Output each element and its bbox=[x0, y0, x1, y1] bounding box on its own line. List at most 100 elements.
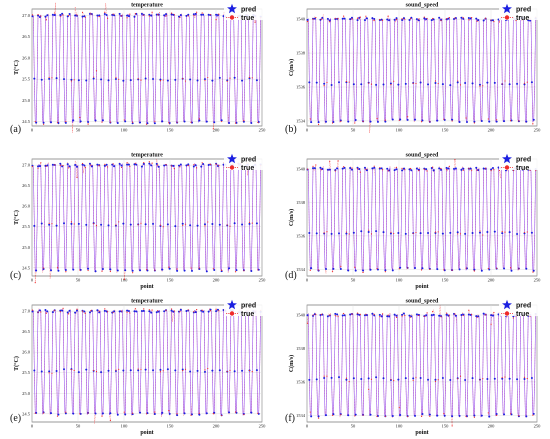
pred-point bbox=[50, 412, 53, 415]
pred-point bbox=[382, 377, 385, 380]
true-point bbox=[407, 416, 409, 418]
pred-point bbox=[131, 122, 134, 125]
true-point bbox=[490, 170, 492, 172]
pred-point bbox=[118, 162, 121, 165]
true-point bbox=[145, 269, 148, 271]
panel-label: (c) bbox=[10, 270, 21, 281]
true-point bbox=[251, 222, 253, 224]
pred-point bbox=[454, 17, 457, 20]
pred-point bbox=[393, 313, 396, 316]
true-point bbox=[343, 15, 345, 17]
y-tick-label: 1538 bbox=[296, 51, 306, 56]
pred-point bbox=[57, 413, 60, 416]
x-axis-label: point bbox=[415, 284, 428, 290]
pred-point bbox=[380, 167, 383, 170]
x-tick-label: 100 bbox=[396, 424, 404, 429]
chart-panel-4: 0 50 100 150 200 250 1534 1536 1538 1540 sound_spe… bbox=[285, 153, 543, 290]
pred-point bbox=[308, 232, 311, 235]
true-point bbox=[204, 79, 206, 81]
true-point bbox=[376, 268, 378, 270]
pred-point bbox=[373, 314, 376, 317]
pred-point bbox=[354, 413, 357, 416]
pred-point bbox=[451, 118, 454, 121]
true-point bbox=[429, 415, 431, 417]
pred-point bbox=[135, 310, 138, 313]
pred-point bbox=[443, 414, 446, 417]
pred-point bbox=[31, 310, 34, 313]
pred-point bbox=[205, 412, 208, 415]
true-point bbox=[42, 123, 45, 125]
true-point bbox=[487, 118, 489, 120]
true-point bbox=[254, 21, 256, 23]
pred-point bbox=[166, 223, 169, 226]
plot-area bbox=[31, 158, 263, 277]
pred-point bbox=[471, 232, 474, 235]
pred-point bbox=[172, 13, 175, 16]
chart-title: sound_speed bbox=[406, 153, 439, 159]
true-point bbox=[123, 119, 125, 121]
true-point bbox=[84, 166, 86, 169]
pred-point bbox=[118, 310, 121, 313]
true-point bbox=[401, 315, 403, 317]
true-point bbox=[73, 79, 75, 81]
pred-point bbox=[347, 414, 350, 417]
true-point bbox=[87, 269, 89, 272]
true-point bbox=[62, 307, 64, 309]
true-point bbox=[87, 123, 89, 125]
legend-box bbox=[499, 3, 543, 20]
true-point bbox=[162, 226, 164, 228]
true-point bbox=[31, 14, 34, 16]
true-point bbox=[484, 167, 487, 169]
true-point bbox=[390, 378, 392, 380]
pred-point bbox=[122, 222, 125, 225]
pred-point bbox=[451, 415, 454, 418]
pred-point bbox=[415, 167, 418, 170]
pred-point bbox=[87, 121, 90, 124]
pred-point bbox=[53, 14, 56, 17]
true-point bbox=[440, 167, 442, 170]
pred-point bbox=[150, 14, 153, 17]
true-point bbox=[484, 314, 487, 316]
pred-series-line bbox=[307, 166, 537, 272]
pred-point bbox=[101, 119, 104, 122]
pred-point bbox=[144, 77, 147, 80]
pred-point bbox=[373, 18, 376, 20]
pred-point bbox=[42, 121, 45, 124]
x-tick-label: 200 bbox=[213, 424, 221, 429]
pred-point bbox=[367, 377, 370, 380]
true-point bbox=[148, 15, 150, 17]
pred-point bbox=[510, 269, 513, 272]
true-point bbox=[162, 370, 164, 372]
x-tick-label: 250 bbox=[534, 278, 542, 283]
x-tick-label: 50 bbox=[351, 278, 356, 283]
pred-point bbox=[187, 163, 190, 166]
x-tick-label: 150 bbox=[442, 128, 450, 133]
pred-point bbox=[179, 308, 182, 311]
true-point bbox=[479, 379, 481, 381]
chart-title: temperature bbox=[131, 153, 163, 159]
pred-point bbox=[495, 413, 498, 416]
true-point bbox=[370, 83, 373, 85]
chart-panel-1: 0 50 100 150 200 250 24.5 25.0 25.5 26.0 26.5 27.0 t… bbox=[10, 3, 268, 135]
pred-point bbox=[312, 167, 315, 170]
true-point bbox=[432, 310, 434, 313]
true-point bbox=[526, 81, 528, 83]
pred-point bbox=[464, 82, 467, 85]
true-point bbox=[423, 168, 425, 170]
pred-point bbox=[152, 222, 155, 225]
legend-true-marker bbox=[504, 165, 510, 170]
pred-point bbox=[523, 83, 526, 86]
true-point bbox=[379, 167, 381, 169]
pred-point bbox=[48, 77, 51, 80]
true-point bbox=[482, 234, 484, 236]
true-point bbox=[473, 122, 475, 124]
legend-true-label: true bbox=[241, 311, 254, 318]
chart-title: sound_speed bbox=[406, 299, 439, 305]
true-point bbox=[173, 14, 175, 16]
pred-point bbox=[59, 14, 62, 17]
true-point bbox=[226, 370, 228, 373]
pred-point bbox=[467, 313, 470, 316]
legend-true-label: true bbox=[516, 311, 529, 318]
true-point bbox=[59, 311, 61, 313]
true-point bbox=[101, 415, 103, 417]
